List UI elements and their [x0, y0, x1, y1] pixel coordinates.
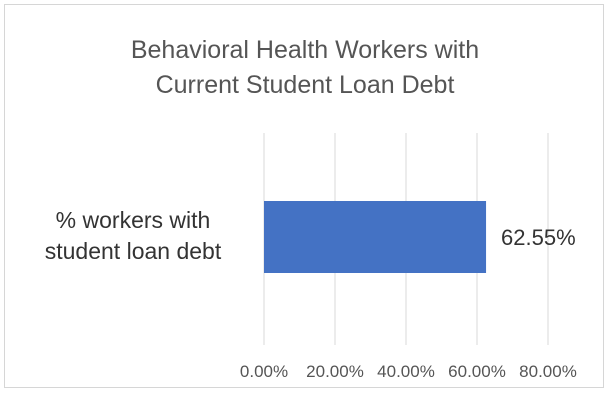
chart-title-line-2: Current Student Loan Debt	[155, 71, 455, 99]
chart-title-line-1: Behavioral Health Workers with	[130, 36, 480, 64]
x-tick-label-3: 60.00%	[448, 362, 506, 381]
chart-frame: Behavioral Health Workers with Current S…	[4, 4, 604, 388]
x-tick-label-0: 0.00%	[240, 362, 288, 381]
x-tick-label-4: 80.00%	[519, 362, 577, 381]
category-label: % workers with student loan debt	[15, 205, 251, 267]
x-tick-label-2: 40.00%	[377, 362, 435, 381]
category-label-line-1: % workers with	[55, 207, 211, 233]
bar-0	[264, 201, 487, 273]
chart-title: Behavioral Health Workers with Current S…	[5, 33, 605, 103]
bar-plot: 62.55% 0.00% 20.00% 40.00% 60.00% 80.00%	[240, 133, 577, 381]
category-label-line-2: student loan debt	[44, 238, 222, 264]
data-label-0: 62.55%	[501, 225, 576, 250]
x-tick-label-1: 20.00%	[306, 362, 364, 381]
